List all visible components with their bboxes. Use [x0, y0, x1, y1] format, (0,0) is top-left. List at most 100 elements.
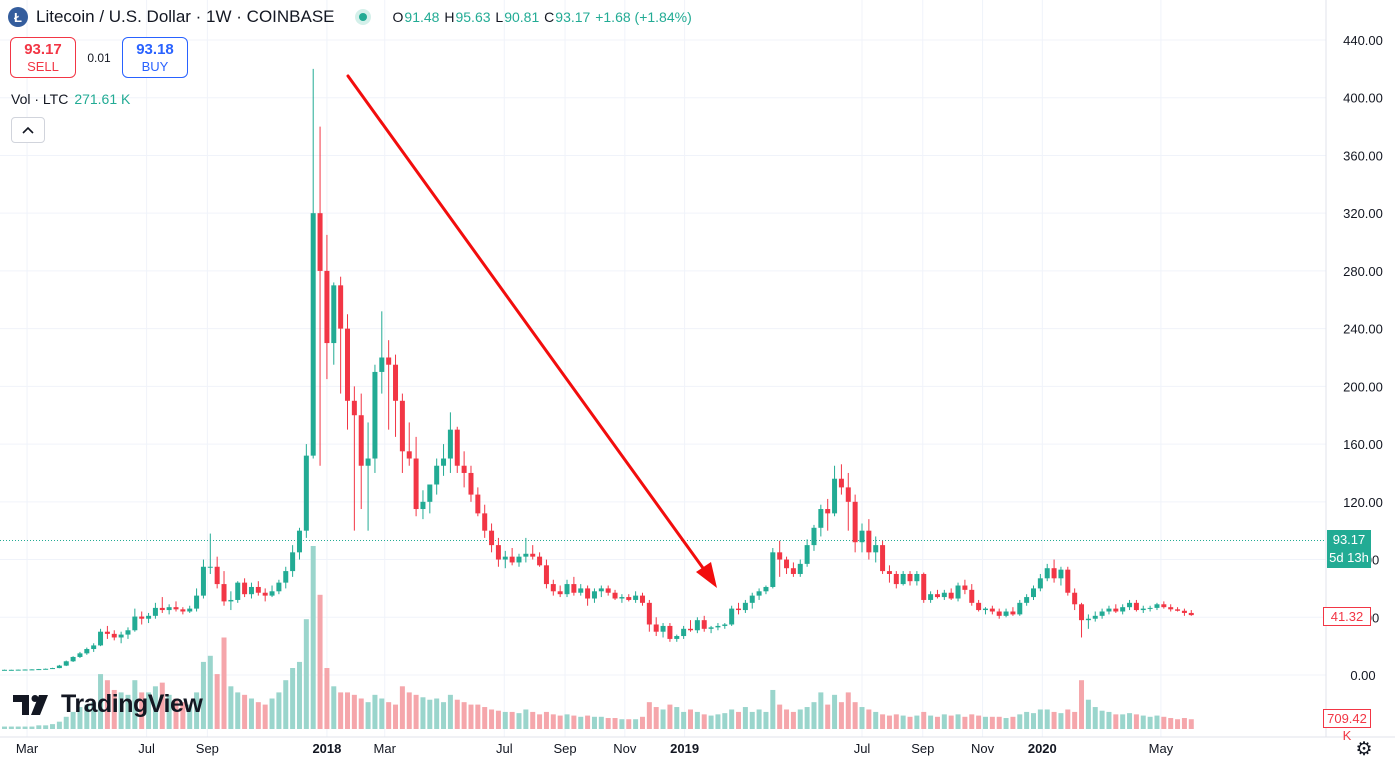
candle-body	[530, 553, 536, 557]
candle-body	[1031, 588, 1036, 598]
sell-label: SELL	[27, 58, 59, 74]
volume-bar	[948, 715, 954, 729]
volume-bar	[15, 726, 21, 729]
volume-bar	[777, 704, 783, 729]
volume-bar	[969, 714, 975, 729]
candle-body	[159, 607, 165, 611]
candle-body	[180, 609, 186, 612]
collapse-legend-button[interactable]	[11, 117, 45, 143]
time-tick-label: May	[1149, 741, 1174, 756]
volume-bar	[832, 694, 838, 729]
candle-body	[928, 594, 934, 600]
time-tick-label: Sep	[553, 741, 576, 756]
volume-bar	[639, 716, 645, 729]
candle-body	[866, 530, 872, 553]
candle-body	[900, 573, 906, 585]
volume-bar	[399, 686, 405, 729]
tradingview-logo[interactable]: TradingView	[13, 690, 203, 719]
candle-body	[996, 611, 1002, 616]
volume-bar	[324, 668, 330, 729]
chevron-up-icon	[22, 126, 34, 134]
candle-body	[845, 487, 851, 502]
volume-bar	[516, 713, 522, 729]
candle-body	[749, 595, 755, 603]
volume-bar	[886, 715, 892, 729]
volume-bar	[461, 702, 467, 729]
candle-body	[84, 649, 90, 654]
time-tick-label: 2019	[670, 741, 699, 756]
volume-bar	[708, 715, 714, 729]
volume-bar	[358, 698, 364, 729]
candle-body	[36, 669, 42, 671]
candle-body	[537, 556, 543, 566]
candle-body	[386, 357, 392, 365]
volume-bars	[2, 546, 1194, 729]
volume-bar	[495, 710, 501, 729]
volume-bar	[1092, 707, 1098, 729]
volume-bar	[1079, 680, 1085, 729]
volume-bar	[29, 726, 35, 729]
candle-body	[207, 566, 213, 568]
volume-bar	[118, 692, 124, 729]
candle-body	[420, 501, 426, 510]
candle-body	[646, 602, 652, 625]
volume-bar	[1168, 718, 1174, 729]
low-label: L	[495, 9, 504, 25]
candle-body	[441, 458, 447, 466]
candle-body	[1051, 568, 1057, 579]
candle-body	[1010, 611, 1016, 615]
candle-body	[269, 591, 275, 596]
time-axis[interactable]: Mar Jul Sep 2018 Mar Jul Sep Nov 2019 Jul Sep Nov 20…	[16, 741, 1174, 756]
volume-bar	[523, 709, 529, 729]
volume-bar	[996, 716, 1002, 729]
volume-bar	[591, 716, 597, 729]
trend-arrow	[346, 74, 717, 588]
gear-icon[interactable]: ⚙	[1355, 739, 1373, 760]
symbol-title[interactable]: Litecoin / U.S. Dollar · 1W · COINBASE	[36, 7, 335, 26]
candle-body	[50, 668, 56, 670]
volume-bar	[454, 699, 460, 729]
price-tick-label: 280.00	[1343, 264, 1383, 279]
candle-body	[475, 494, 481, 514]
volume-bar	[1140, 715, 1146, 729]
candle-body	[248, 586, 254, 595]
price-tick-label: 400.00	[1343, 91, 1383, 106]
current-price-tag: 93.17 5d 13h	[1327, 530, 1371, 568]
volume-bar	[22, 726, 28, 729]
candle-body	[427, 484, 433, 502]
volume-bar	[441, 702, 447, 729]
sell-button[interactable]: 93.17 SELL	[10, 37, 76, 78]
volume-bar	[331, 686, 337, 729]
volume-bar	[722, 713, 728, 729]
volume-bar	[276, 692, 282, 729]
volume-bar	[1099, 710, 1105, 729]
candle-body	[447, 429, 453, 459]
volume-bar	[393, 704, 399, 729]
candle-body	[612, 592, 618, 599]
volume-legend[interactable]: Vol · LTC 271.61 K	[11, 91, 130, 107]
volume-bar	[84, 704, 90, 729]
volume-bar	[1037, 709, 1043, 729]
volume-bar	[928, 715, 934, 729]
buy-button[interactable]: 93.18 BUY	[122, 37, 188, 78]
volume-bar	[543, 711, 549, 729]
volume-bar	[303, 619, 309, 729]
candles	[2, 68, 1194, 671]
live-status-icon	[354, 9, 371, 25]
candle-body	[132, 616, 138, 631]
current-price-tag-value: 93.17	[1332, 532, 1366, 547]
volume-bar	[749, 711, 755, 729]
price-axis[interactable]: 0.0040.0080.00120.00160.00200.00240.0028…	[1343, 33, 1383, 683]
volume-bar	[379, 698, 385, 729]
candle-body	[756, 591, 762, 596]
volume-bar	[585, 715, 591, 729]
candle-body	[550, 584, 556, 592]
candle-body	[262, 592, 268, 596]
candle-body	[976, 602, 982, 611]
volume-bar	[1120, 714, 1126, 729]
candle-body	[166, 607, 172, 611]
candle-body	[63, 661, 69, 666]
volume-bar	[125, 694, 131, 729]
candle-body	[852, 501, 858, 543]
